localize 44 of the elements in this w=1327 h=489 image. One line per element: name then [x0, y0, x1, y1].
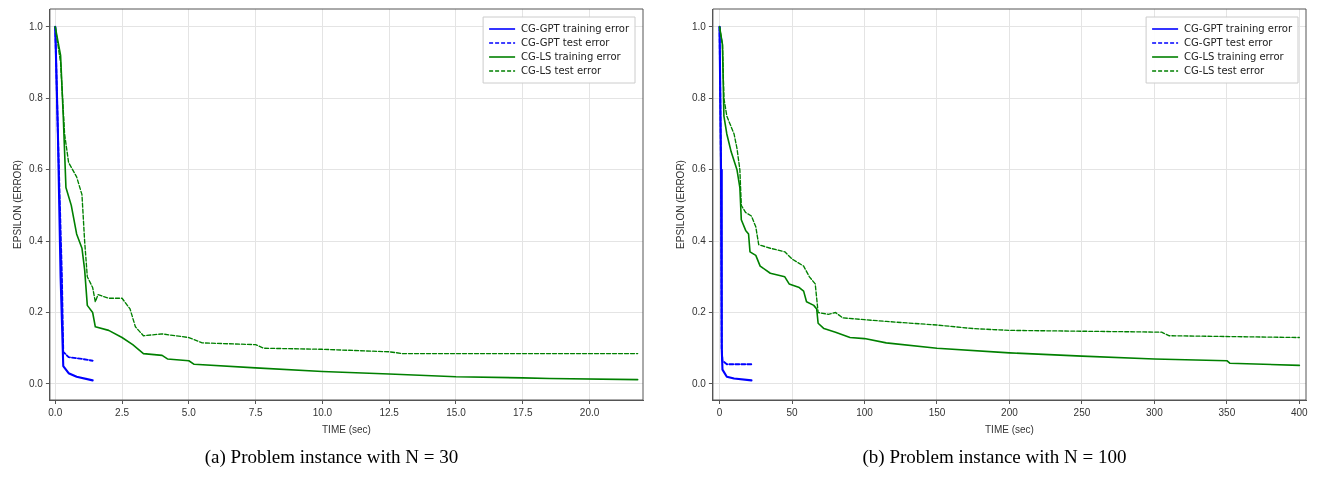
x-axis-title: TIME (sec) [322, 423, 371, 435]
x-tick-label: 5.0 [181, 406, 197, 418]
x-tick-label: 250 [1073, 406, 1091, 418]
legend-label: CG-LS training error [521, 50, 622, 62]
x-tick-label: 20.0 [579, 406, 600, 418]
text: (b) Problem instance with N = 100 [862, 446, 1127, 468]
y-axis-title: EPSILON (ERROR) [674, 160, 686, 249]
x-tick-label: 0 [716, 406, 723, 418]
x-tick-label: 200 [1001, 406, 1019, 418]
x-tick-label: 350 [1218, 406, 1236, 418]
y-tick-label: 0.4 [29, 234, 44, 246]
x-tick-label: 0.0 [48, 406, 63, 418]
y-tick-label: 0.6 [692, 163, 707, 175]
legend-label: CG-LS training error [1184, 50, 1285, 62]
y-tick-label: 0.6 [29, 163, 44, 175]
text: (a) Problem instance with N = 30 [204, 446, 459, 468]
x-tick-label: 400 [1290, 406, 1309, 418]
y-tick-label: 0.0 [29, 377, 44, 389]
y-tick-label: 1.0 [692, 20, 707, 32]
x-tick-label: 150 [928, 406, 946, 418]
x-tick-label: 7.5 [248, 406, 263, 418]
y-tick-label: 0.4 [692, 234, 707, 246]
y-tick-label: 0.2 [29, 306, 44, 318]
legend-label: CG-GPT test error [521, 36, 611, 48]
y-tick-label: 0.2 [692, 306, 707, 318]
y-tick-label: 0.8 [29, 92, 44, 104]
x-tick-label: 15.0 [446, 406, 467, 418]
y-tick-label: 0.0 [692, 377, 707, 389]
y-tick-label: 1.0 [29, 20, 44, 32]
x-tick-label: 300 [1146, 406, 1164, 418]
legend-label: CG-LS test error [521, 64, 603, 76]
y-tick-label: 0.8 [692, 92, 707, 104]
y-axis-title: EPSILON (ERROR) [11, 160, 23, 249]
x-tick-label: 17.5 [513, 406, 533, 418]
legend-label: CG-LS test error [1184, 64, 1266, 76]
x-tick-label: 10.0 [312, 406, 333, 418]
x-tick-label: 2.5 [115, 406, 130, 418]
legend-label: CG-GPT training error [1184, 22, 1293, 34]
legend-label: CG-GPT training error [521, 22, 630, 34]
x-axis-title: TIME (sec) [985, 423, 1034, 435]
x-tick-label: 50 [786, 406, 799, 418]
x-tick-label: 100 [856, 406, 874, 418]
legend-label: CG-GPT test error [1184, 36, 1274, 48]
x-tick-label: 12.5 [379, 406, 400, 418]
